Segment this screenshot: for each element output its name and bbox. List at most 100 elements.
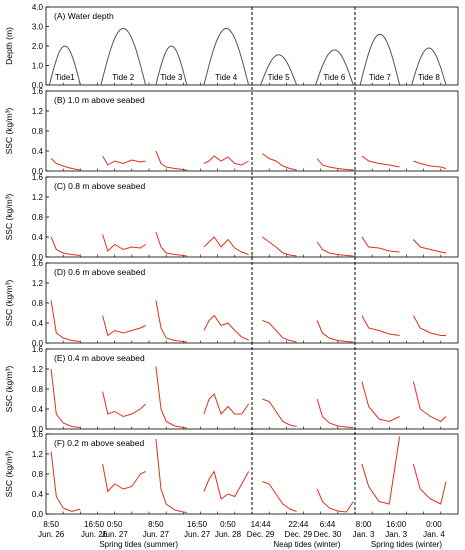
ssc-line-tide-1 bbox=[50, 236, 81, 256]
y-tick-label: 0.0 bbox=[32, 425, 44, 434]
time-tick-label: 8:00 bbox=[356, 520, 372, 529]
y-tick-label: 0.4 bbox=[32, 405, 44, 414]
y-tick-label: 1.2 bbox=[32, 193, 44, 202]
tide-label: Tide 8 bbox=[418, 73, 440, 82]
date-tick-label: Jun. 26 bbox=[38, 530, 65, 539]
y-tick-label: 0.0 bbox=[32, 510, 44, 519]
date-tick-label: Dec. 30 bbox=[314, 530, 342, 539]
ssc-line-tide-7 bbox=[361, 236, 400, 253]
y-tick-label: 0.0 bbox=[32, 339, 44, 348]
y-tick-label: 1.2 bbox=[32, 279, 44, 288]
y-tick-label: 4.0 bbox=[32, 3, 44, 12]
y-tick-label: 0.4 bbox=[32, 233, 44, 242]
ssc-line-tide-2 bbox=[102, 155, 146, 166]
panel-title: (A) Water depth bbox=[54, 11, 114, 21]
ssc-line-tide-4 bbox=[203, 236, 249, 255]
period-group-label: Neap tides (winter) bbox=[273, 540, 340, 549]
ssc-line-tide-8 bbox=[413, 160, 447, 169]
y-tick-label: 0.8 bbox=[32, 385, 44, 394]
ssc-line-tide-2 bbox=[102, 315, 146, 337]
ssc-line-tide-2 bbox=[102, 463, 146, 493]
ssc-line-tide-2 bbox=[102, 391, 146, 418]
y-axis-label: SSC (kg/m³) bbox=[4, 365, 14, 412]
ssc-line-tide-4 bbox=[203, 155, 249, 166]
ssc-line-tide-6 bbox=[316, 398, 354, 428]
date-tick-label: Jun. 28 bbox=[215, 530, 242, 539]
ssc-line-tide-8 bbox=[412, 315, 446, 336]
ssc-line-tide-1 bbox=[50, 300, 81, 342]
time-tick-label: 22:44 bbox=[288, 520, 309, 529]
date-tick-label: Jan. 3 bbox=[385, 530, 407, 539]
depth-line-tide-8 bbox=[411, 47, 447, 86]
ssc-line-tide-1 bbox=[50, 158, 81, 171]
y-tick-label: 0.4 bbox=[32, 490, 44, 499]
ssc-line-tide-1 bbox=[50, 368, 81, 428]
time-tick-label: 6:44 bbox=[320, 520, 336, 529]
y-axis-label: SSC (kg/m³) bbox=[4, 193, 14, 240]
date-tick-label: Jun. 27 bbox=[143, 530, 170, 539]
ssc-line-tide-8 bbox=[413, 239, 447, 254]
ssc-line-tide-8 bbox=[412, 463, 447, 505]
y-tick-label: 0.4 bbox=[32, 147, 44, 156]
tide-label: Tide 6 bbox=[323, 73, 345, 82]
time-tick-label: 16:50 bbox=[84, 520, 105, 529]
ssc-line-tide-6 bbox=[316, 241, 354, 257]
depth-line-tide-5 bbox=[260, 54, 298, 86]
ssc-line-tide-5 bbox=[262, 153, 297, 171]
date-tick-label: Jan. 3 bbox=[353, 530, 375, 539]
panel-title: (C) 0.8 m above seabed bbox=[54, 181, 145, 191]
period-group-label: Spring tides (winter) bbox=[371, 540, 442, 549]
y-tick-label: 1.2 bbox=[32, 450, 44, 459]
ssc-line-tide-4 bbox=[203, 393, 250, 415]
date-tick-label: Dec. 29 bbox=[247, 530, 275, 539]
time-tick-label: 0:50 bbox=[220, 520, 236, 529]
y-tick-label: 0.0 bbox=[32, 253, 44, 262]
ssc-line-tide-6 bbox=[316, 158, 354, 171]
ssc-line-tide-5 bbox=[262, 398, 297, 427]
tide-label: Tide1 bbox=[55, 73, 75, 82]
y-tick-label: 2.0 bbox=[32, 42, 44, 51]
y-tick-label: 1.0 bbox=[32, 62, 44, 71]
date-tick-label: Jun. 27 bbox=[102, 530, 129, 539]
y-tick-label: 0.8 bbox=[32, 127, 44, 136]
ssc-line-tide-6 bbox=[316, 320, 354, 343]
ssc-line-tide-7 bbox=[361, 381, 400, 423]
tide-label: Tide 5 bbox=[268, 73, 290, 82]
ssc-line-tide-3 bbox=[155, 300, 187, 343]
ssc-line-tide-7 bbox=[361, 436, 401, 505]
ssc-line-tide-3 bbox=[155, 150, 187, 171]
time-tick-label: 16:00 bbox=[386, 520, 407, 529]
period-group-label: Spring tides (summer) bbox=[99, 540, 178, 549]
y-tick-label: 1.6 bbox=[32, 173, 44, 182]
depth-line-tide-2 bbox=[100, 27, 147, 86]
ssc-line-tide-6 bbox=[316, 488, 354, 513]
time-tick-label: 0:50 bbox=[107, 520, 123, 529]
ssc-line-tide-4 bbox=[203, 314, 249, 341]
tide-label: Tide 3 bbox=[160, 73, 182, 82]
y-tick-label: 1.6 bbox=[32, 259, 44, 268]
time-tick-label: 8:50 bbox=[43, 520, 59, 529]
y-axis-label: SSC (kg/m³) bbox=[4, 279, 14, 326]
y-tick-label: 3.0 bbox=[32, 23, 44, 32]
depth-line-tide-6 bbox=[315, 49, 354, 86]
date-tick-label: Dec. 29 bbox=[285, 530, 313, 539]
panel-title: (E) 0.4 m above seabed bbox=[54, 353, 145, 363]
depth-line-tide-1 bbox=[48, 45, 81, 86]
ssc-line-tide-7 bbox=[361, 315, 400, 336]
y-axis-label: Depth (m) bbox=[4, 27, 14, 65]
y-axis-label: SSC (kg/m³) bbox=[4, 107, 14, 154]
ssc-line-tide-1 bbox=[50, 451, 81, 513]
y-tick-label: 1.2 bbox=[32, 107, 44, 116]
ssc-line-tide-7 bbox=[361, 155, 400, 168]
ssc-line-tide-5 bbox=[262, 481, 297, 512]
y-tick-label: 1.6 bbox=[32, 87, 44, 96]
panel-title: (F) 0.2 m above seabed bbox=[54, 438, 145, 448]
ssc-line-tide-5 bbox=[262, 320, 297, 343]
ssc-line-tide-2 bbox=[102, 234, 146, 252]
y-tick-label: 1.6 bbox=[32, 345, 44, 354]
time-tick-label: 8:50 bbox=[148, 520, 164, 529]
time-tick-label: 14:44 bbox=[251, 520, 272, 529]
date-tick-label: Jan. 4 bbox=[423, 530, 445, 539]
panel-title: (B) 1.0 m above seabed bbox=[54, 95, 145, 105]
y-tick-label: 0.8 bbox=[32, 299, 44, 308]
